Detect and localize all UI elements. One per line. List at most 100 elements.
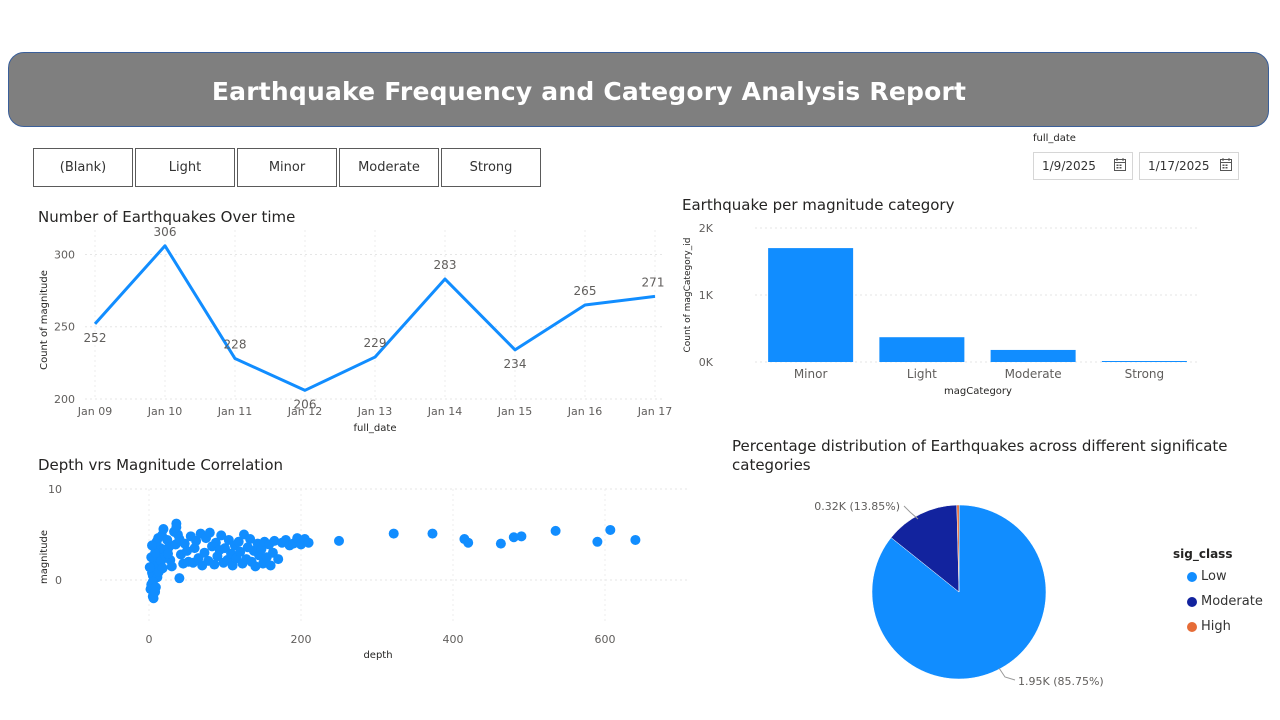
pie-legend-title: sig_class: [1173, 547, 1233, 561]
bar-moderate: [990, 349, 1076, 362]
data-point: [150, 564, 161, 575]
data-point: [239, 529, 249, 540]
x-tick-label: Strong: [1125, 367, 1165, 381]
bar-light: [879, 337, 965, 362]
data-point: [150, 586, 161, 597]
data-point: [165, 554, 176, 565]
data-point: [172, 529, 183, 540]
data-point: [334, 535, 344, 546]
data-point: [185, 531, 196, 542]
data-point: [193, 553, 204, 564]
data-point: [199, 547, 210, 558]
y-axis-label: Count of magnitude: [39, 270, 50, 370]
data-point: [178, 558, 189, 569]
data-label: 228: [224, 338, 247, 352]
data-point: [495, 538, 506, 549]
data-point: [146, 552, 157, 563]
data-point: [550, 525, 561, 536]
x-tick-label: Jan 15: [497, 405, 532, 418]
x-tick-label: Moderate: [1005, 367, 1062, 381]
data-point: [147, 576, 158, 587]
data-point: [277, 537, 287, 548]
data-point: [156, 530, 167, 541]
x-tick-label: Jan 14: [427, 405, 462, 418]
legend-item-moderate[interactable]: Moderate: [1187, 594, 1263, 609]
data-label: 271: [642, 275, 665, 289]
data-point: [259, 536, 270, 547]
data-point: [179, 538, 190, 549]
slicer-button-light[interactable]: Light: [135, 148, 235, 187]
data-point: [220, 543, 230, 554]
data-point: [188, 557, 199, 568]
data-point: [171, 522, 182, 533]
data-point: [226, 548, 237, 559]
data-point: [160, 551, 171, 562]
legend-item-high[interactable]: High: [1187, 619, 1231, 634]
end-date-input[interactable]: 1/17/2025: [1139, 152, 1239, 180]
data-point: [252, 538, 263, 549]
data-point: [227, 560, 238, 571]
data-point: [166, 561, 177, 572]
x-tick-label: Jan 16: [567, 405, 602, 418]
data-point: [265, 560, 276, 571]
data-point: [153, 566, 164, 577]
magcategory-slicer: (Blank) Light Minor Moderate Strong: [33, 148, 541, 187]
data-label: 306: [154, 225, 177, 239]
calendar-icon[interactable]: [1220, 158, 1232, 171]
bar-minor: [768, 248, 854, 362]
data-point: [183, 556, 194, 567]
data-point: [207, 541, 218, 552]
pie-slice-high: [956, 504, 960, 593]
data-point: [212, 551, 223, 562]
data-point: [148, 588, 159, 599]
slicer-button-minor[interactable]: Minor: [237, 148, 337, 187]
data-point: [147, 591, 158, 602]
legend-dot-icon: [1187, 596, 1197, 607]
data-point: [204, 527, 215, 538]
data-point: [256, 544, 267, 555]
slicer-button-moderate[interactable]: Moderate: [339, 148, 439, 187]
data-point: [209, 559, 220, 570]
start-date-input[interactable]: 1/9/2025: [1033, 152, 1133, 180]
data-point: [197, 560, 208, 571]
data-point: [459, 534, 470, 545]
data-point: [170, 539, 181, 550]
data-point: [147, 540, 158, 551]
legend-item-low[interactable]: Low: [1187, 569, 1227, 584]
data-point: [148, 593, 159, 604]
data-point: [153, 549, 164, 560]
slicer-button-strong[interactable]: Strong: [441, 148, 541, 187]
data-point: [145, 584, 156, 595]
x-tick-label: 200: [291, 633, 312, 646]
x-axis-label: depth: [363, 650, 392, 661]
data-point: [237, 558, 248, 569]
bar-strong: [1101, 361, 1187, 362]
calendar-icon[interactable]: [1114, 158, 1126, 171]
y-tick-label: 10: [48, 483, 62, 496]
data-point: [147, 570, 158, 581]
data-point: [248, 545, 259, 556]
data-point: [195, 528, 206, 539]
data-point: [150, 554, 161, 565]
data-point: [201, 533, 211, 544]
data-point: [152, 572, 163, 583]
data-point: [258, 558, 268, 569]
y-tick-label: 250: [54, 321, 75, 334]
data-label: 229: [364, 336, 387, 350]
slicer-button-blank[interactable]: (Blank): [33, 148, 133, 187]
pie-data-label-moderate: 0.32K (13.85%): [814, 500, 900, 513]
data-point: [144, 562, 155, 573]
data-label: 252: [84, 331, 107, 345]
data-point: [630, 534, 641, 545]
data-point: [203, 555, 214, 566]
data-point: [216, 530, 227, 541]
data-point: [154, 559, 165, 570]
data-point: [288, 538, 299, 549]
leader-line: [903, 505, 919, 520]
pie-chart-title: Percentage distribution of Earthquakes a…: [732, 437, 1228, 474]
data-point: [174, 573, 185, 584]
y-axis-label: magnitude: [39, 530, 50, 584]
data-point: [159, 544, 170, 555]
x-tick-label: Jan 10: [147, 405, 182, 418]
data-label: 234: [504, 357, 527, 371]
